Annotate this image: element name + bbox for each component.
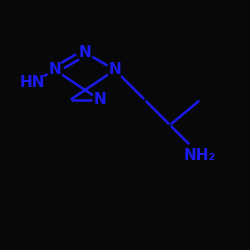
Text: N: N (78, 45, 92, 60)
Text: N: N (94, 92, 106, 108)
Text: N: N (48, 62, 62, 78)
Text: N: N (108, 62, 122, 78)
Text: NH₂: NH₂ (184, 148, 216, 162)
Text: HN: HN (20, 75, 45, 90)
